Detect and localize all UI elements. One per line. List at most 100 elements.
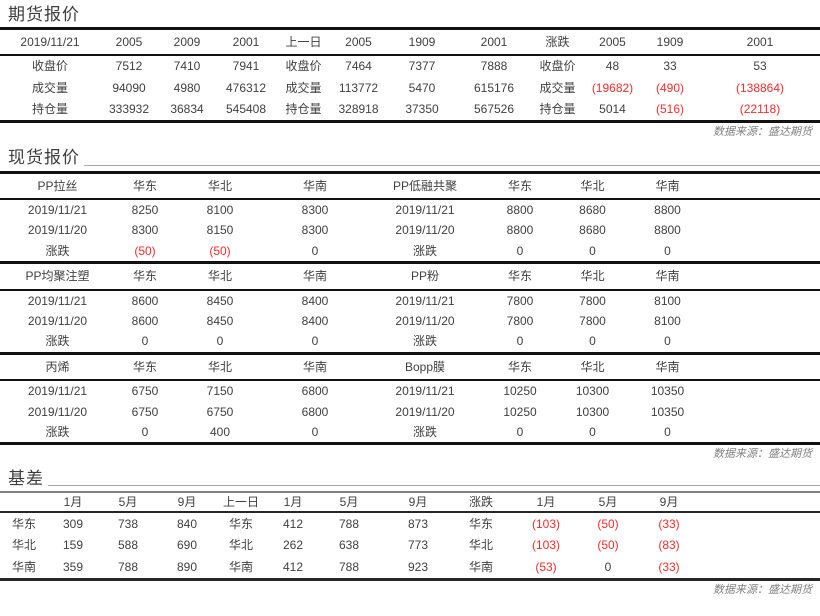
column-header xyxy=(0,492,48,512)
data-row: 华南 359 788 890 华南 412 788 923 华南 (53) 0 (33) xyxy=(0,556,820,579)
cell: 2019/11/21 xyxy=(27,384,88,399)
spot-title-row: 现货报价 xyxy=(0,145,820,170)
cell: (103) xyxy=(531,538,560,553)
cell: 涨跌 xyxy=(45,424,70,439)
cell: (83) xyxy=(658,538,680,553)
column-header: 9月 xyxy=(659,495,679,510)
cell xyxy=(705,380,820,401)
cell: 华东 xyxy=(468,516,493,531)
column-header xyxy=(705,355,820,380)
column-header xyxy=(710,492,820,512)
cell: 6750 xyxy=(206,404,234,419)
title-rule xyxy=(48,485,820,487)
cell: 7150 xyxy=(206,384,234,399)
cell: 0 xyxy=(311,243,319,258)
column-header: 2009 xyxy=(173,35,201,50)
cell: 0 xyxy=(664,424,671,439)
cell: (33) xyxy=(658,559,680,574)
cell: 2019/11/21 xyxy=(27,203,88,218)
column-header: 1月 xyxy=(63,495,83,510)
cell: 873 xyxy=(407,516,429,531)
cell: (19682) xyxy=(591,80,634,95)
cell: 华南 xyxy=(11,559,36,574)
column-header: 2019/11/21 xyxy=(20,35,80,50)
cell: 8300 xyxy=(301,223,329,238)
column-header: 华北 xyxy=(580,359,605,374)
column-header: PP低融共聚 xyxy=(392,178,457,193)
header-row: PP均聚注塑 华东 华北 华南 PP粉 华东 华北 华南 xyxy=(0,264,820,290)
cell: 8100 xyxy=(654,293,681,308)
column-header: 华北 xyxy=(207,178,232,193)
cell: 788 xyxy=(117,559,139,574)
cell: 7800 xyxy=(579,313,606,328)
cell: 0 xyxy=(589,334,596,349)
cell: 2019/11/21 xyxy=(395,293,455,308)
cell: 涨跌 xyxy=(412,334,437,349)
cell: 690 xyxy=(176,538,198,553)
column-header: 2001 xyxy=(746,35,774,50)
column-header: 2005 xyxy=(345,35,372,50)
cell: 588 xyxy=(117,538,139,553)
cell: 8300 xyxy=(301,203,329,218)
spot-section-title: 现货报价 xyxy=(8,148,80,168)
column-header: 上一日 xyxy=(285,35,322,50)
cell: 890 xyxy=(176,559,198,574)
cell: 4980 xyxy=(173,80,201,95)
spot-table-pp-junju-zhusu-and-pp-fen: PP均聚注塑 华东 华北 华南 PP粉 华东 华北 华南 2019/11/21 8600 8450 8… xyxy=(0,264,820,355)
report-page: 期货报价 2019/11/21 2005 2009 2001 上一日 2005 1909 20… xyxy=(0,5,820,596)
cell: 8800 xyxy=(654,203,681,218)
cell: 0 xyxy=(664,243,671,258)
data-row: 收盘价 7512 7410 7941 收盘价 7464 7377 7888 收盘价 48 33 53 xyxy=(0,55,820,77)
column-header: 华南 xyxy=(655,269,680,284)
cell xyxy=(705,290,820,311)
column-header: 华南 xyxy=(302,359,327,374)
cell: 收盘价 xyxy=(31,59,68,74)
header-row: 丙烯 华东 华北 华南 Bopp膜 华东 华北 华南 xyxy=(0,355,820,381)
data-row: 涨跌 0 0 0 涨跌 0 0 0 xyxy=(0,331,820,353)
cell: 成交量 xyxy=(31,80,68,95)
cell xyxy=(710,535,820,556)
cell: 持仓量 xyxy=(539,102,576,117)
cell: 412 xyxy=(282,559,304,574)
column-header: 上一日 xyxy=(222,495,259,510)
cell xyxy=(705,220,820,240)
cell: 359 xyxy=(62,559,84,574)
column-header: 华东 xyxy=(507,359,532,374)
cell xyxy=(710,556,820,579)
column-header: 涨跌 xyxy=(468,495,493,510)
column-header: 1月 xyxy=(283,495,303,510)
cell: 华东 xyxy=(228,516,253,531)
cell: 923 xyxy=(407,559,429,574)
cell: (138864) xyxy=(735,80,785,95)
cell: 华东 xyxy=(11,516,36,531)
cell: 7377 xyxy=(408,59,436,74)
cell: 8400 xyxy=(301,293,329,308)
cell: 6800 xyxy=(301,384,329,399)
cell: 0 xyxy=(216,334,224,349)
futures-section-title: 期货报价 xyxy=(8,5,80,24)
cell: 788 xyxy=(338,516,360,531)
cell: 8450 xyxy=(206,293,234,308)
cell xyxy=(705,422,820,444)
data-row: 成交量 94090 4980 476312 成交量 113772 5470 615176 成交量… xyxy=(0,77,820,98)
cell: 0 xyxy=(311,424,319,439)
cell: 615176 xyxy=(473,80,515,95)
column-header: 2005 xyxy=(599,35,626,50)
data-source-note: 数据来源：盛达期货 xyxy=(713,583,812,596)
cell: (103) xyxy=(531,516,560,531)
cell: 2019/11/20 xyxy=(395,404,455,419)
column-header: 华北 xyxy=(580,178,605,193)
cell: 2019/11/20 xyxy=(395,313,455,328)
column-header: 2001 xyxy=(232,35,260,50)
title-rule xyxy=(84,164,820,166)
cell: 840 xyxy=(176,516,198,531)
cell: 2019/11/20 xyxy=(27,404,88,419)
cell: 2019/11/21 xyxy=(395,384,455,399)
column-header: PP粉 xyxy=(410,269,439,284)
cell: 94090 xyxy=(112,80,146,95)
column-header xyxy=(705,264,820,289)
cell: 333932 xyxy=(108,102,150,117)
cell: 华南 xyxy=(468,559,493,574)
cell: (50) xyxy=(209,243,231,258)
cell: 5470 xyxy=(408,80,436,95)
